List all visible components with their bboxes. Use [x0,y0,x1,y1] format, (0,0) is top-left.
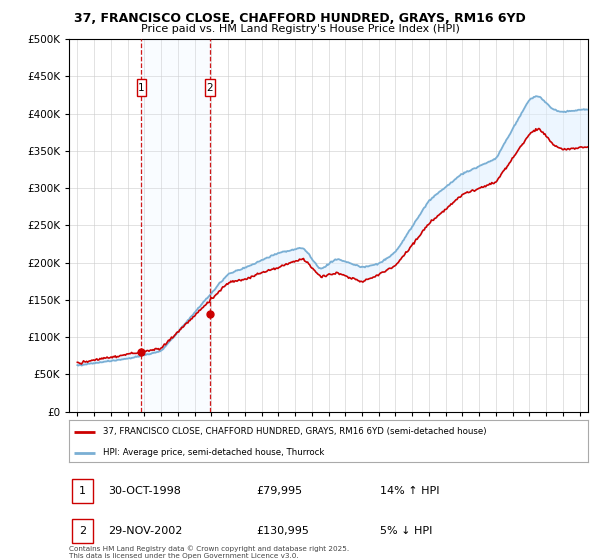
FancyBboxPatch shape [71,519,94,543]
Text: 37, FRANCISCO CLOSE, CHAFFORD HUNDRED, GRAYS, RM16 6YD: 37, FRANCISCO CLOSE, CHAFFORD HUNDRED, G… [74,12,526,25]
FancyBboxPatch shape [137,80,146,96]
Text: HPI: Average price, semi-detached house, Thurrock: HPI: Average price, semi-detached house,… [103,448,324,458]
Bar [142,39,210,412]
Text: 37, FRANCISCO CLOSE, CHAFFORD HUNDRED, GRAYS, RM16 6YD (semi-detached house): 37, FRANCISCO CLOSE, CHAFFORD HUNDRED, G… [103,427,486,436]
Text: £130,995: £130,995 [256,526,309,536]
Text: 2: 2 [79,526,86,536]
Text: 1: 1 [138,83,145,92]
Text: 29-NOV-2002: 29-NOV-2002 [108,526,182,536]
Text: 2: 2 [206,83,213,92]
Text: Contains HM Land Registry data © Crown copyright and database right 2025.
This d: Contains HM Land Registry data © Crown c… [69,545,349,559]
Text: Price paid vs. HM Land Registry's House Price Index (HPI): Price paid vs. HM Land Registry's House … [140,24,460,34]
FancyBboxPatch shape [205,80,215,96]
Text: 5% ↓ HPI: 5% ↓ HPI [380,526,433,536]
Text: 30-OCT-1998: 30-OCT-1998 [108,486,181,496]
Text: £79,995: £79,995 [256,486,302,496]
Text: 14% ↑ HPI: 14% ↑ HPI [380,486,440,496]
FancyBboxPatch shape [71,479,94,503]
Text: 1: 1 [79,486,86,496]
